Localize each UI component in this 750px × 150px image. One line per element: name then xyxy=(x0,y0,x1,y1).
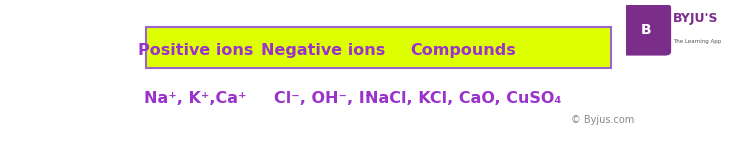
Text: Negative ions: Negative ions xyxy=(261,43,386,58)
Text: Na⁺, K⁺,Ca⁺: Na⁺, K⁺,Ca⁺ xyxy=(144,91,247,106)
FancyBboxPatch shape xyxy=(146,27,611,68)
Text: © Byjus.com: © Byjus.com xyxy=(571,115,634,125)
Text: Positive ions: Positive ions xyxy=(138,43,254,58)
FancyBboxPatch shape xyxy=(622,4,670,55)
Text: Compounds: Compounds xyxy=(410,43,516,58)
Text: The Learning App: The Learning App xyxy=(673,39,721,44)
Text: Cl⁻, OH⁻, I⁻: Cl⁻, OH⁻, I⁻ xyxy=(274,91,373,106)
Text: NaCl, KCl, CaO, CuSO₄: NaCl, KCl, CaO, CuSO₄ xyxy=(364,91,561,106)
Text: BYJU'S: BYJU'S xyxy=(673,12,718,25)
Text: B: B xyxy=(640,23,651,37)
